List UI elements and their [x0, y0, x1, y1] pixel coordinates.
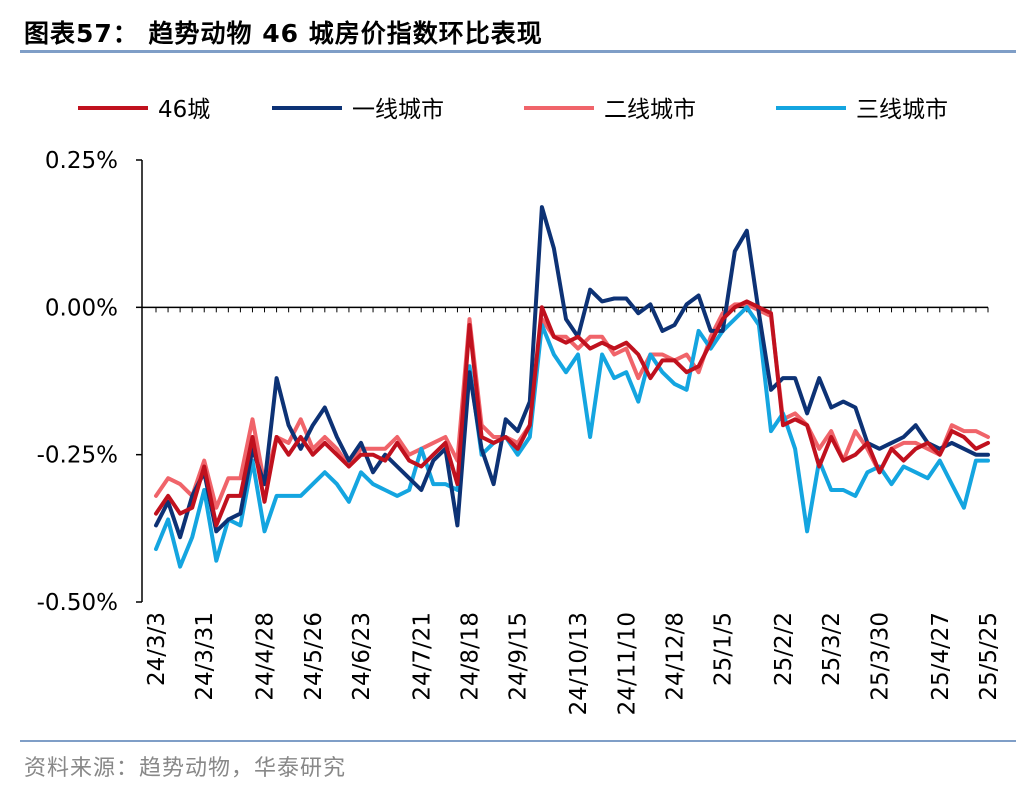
x-tick-label: 24/5/26: [301, 612, 327, 701]
chart-title: 图表57： 趋势动物 46 城房价指数环比表现: [24, 19, 543, 48]
source-divider: [20, 740, 1016, 742]
x-tick-label: 24/11/10: [614, 612, 640, 715]
x-tick-label: 24/4/28: [253, 612, 279, 701]
source-note: 资料来源：趋势动物，华泰研究: [24, 756, 347, 781]
x-tick-label: 24/6/23: [349, 612, 375, 701]
series-line: [154, 205, 990, 540]
legend-label: 46城: [158, 97, 210, 123]
x-tick-label: 24/7/21: [409, 612, 435, 701]
y-tick-label: 0.25%: [45, 148, 118, 174]
x-tick-label: 25/5/25: [976, 612, 1002, 701]
x-tick-label: 25/3/30: [867, 612, 893, 701]
legend-label: 一线城市: [352, 97, 444, 123]
line-chart: 46城 一线城市 二线城市 三线城市 0.25% 0.00% -0.25% -0.50% 2…: [37, 97, 1002, 715]
legend-label: 三线城市: [856, 97, 948, 123]
x-tick-label: 24/3/3: [144, 612, 170, 686]
x-tick-label: 25/2/2: [771, 612, 797, 686]
y-axis: 0.25% 0.00% -0.25% -0.50%: [37, 148, 143, 616]
x-tick-label: 25/1/5: [711, 612, 737, 686]
x-tick-label: 25/4/27: [928, 612, 954, 701]
series-lines: [154, 205, 990, 569]
series-line: [154, 299, 990, 528]
x-axis: 24/3/3 24/3/31 24/4/28 24/5/26 24/6/23 24/7/2…: [142, 306, 1002, 715]
x-tick-label: 24/3/31: [192, 612, 218, 701]
x-tick-label: 24/12/8: [662, 612, 688, 701]
x-tick-label: 24/9/15: [506, 612, 532, 701]
series-line: [154, 305, 990, 569]
y-tick-label: -0.25%: [37, 443, 118, 469]
y-tick-label: 0.00%: [45, 295, 118, 321]
x-tick-label: 24/10/13: [566, 612, 592, 715]
x-tick-label: 25/3/2: [819, 612, 845, 686]
y-tick-label: -0.50%: [37, 590, 118, 616]
series-line: [154, 302, 990, 510]
legend: 46城 一线城市 二线城市 三线城市: [78, 97, 948, 123]
legend-label: 二线城市: [604, 97, 696, 123]
x-tick-label: 24/8/18: [458, 612, 484, 701]
title-divider: [20, 50, 1016, 53]
